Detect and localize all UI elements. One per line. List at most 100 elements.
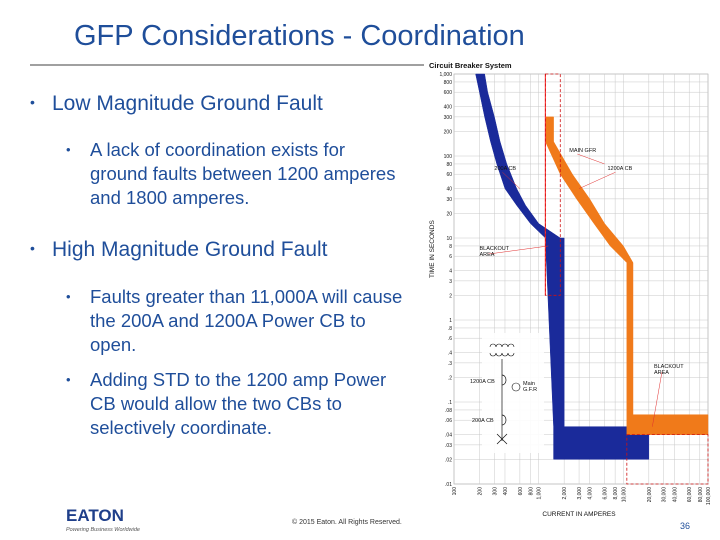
- sub-bullet-dot: •: [66, 142, 71, 157]
- page-title: GFP Considerations - Coordination: [74, 20, 525, 52]
- y-tick-label: 600: [444, 90, 453, 96]
- y-tick-label: .02: [445, 457, 452, 463]
- x-tick-label: 4,000: [588, 487, 594, 500]
- x-tick-label: 200: [477, 487, 483, 496]
- y-tick-label: 6: [449, 254, 452, 260]
- breaker-1200-symbol: [501, 374, 507, 386]
- diagram-label-1200a-cb: 1200A CB: [470, 379, 495, 385]
- annotation-leader: [652, 371, 663, 427]
- logo-tagline: Powering Business Worldwide: [66, 527, 140, 533]
- sub-bullet-coordination-gap: • A lack of coordination exists for grou…: [66, 138, 406, 210]
- y-tick-label: .03: [445, 443, 452, 449]
- bullet-dot: •: [30, 240, 35, 256]
- y-tick-label: 400: [444, 105, 453, 111]
- y-tick-label: .04: [445, 433, 452, 439]
- x-tick-label: 3,000: [577, 487, 583, 500]
- y-tick-label: 300: [444, 115, 453, 121]
- blackout-box: [544, 73, 561, 296]
- y-tick-label: 80: [446, 162, 452, 168]
- bullet-low-magnitude: • Low Magnitude Ground Fault: [30, 92, 323, 116]
- logo-wordmark: EATON: [66, 506, 124, 525]
- bullet-dot: •: [30, 94, 35, 110]
- y-tick-label: .3: [448, 361, 452, 367]
- x-tick-label: 80,000: [698, 487, 704, 503]
- sub-bullet-dot: •: [66, 372, 71, 387]
- x-tick-label: 60,000: [687, 487, 693, 503]
- title-divider: [30, 64, 430, 66]
- x-tick-labels: 100 200 300 400 600 800 1,000 2,000 3,000 4,000 6,…: [452, 487, 712, 505]
- y-tick-label: .6: [448, 336, 452, 342]
- y-tick-label: 10: [446, 236, 452, 242]
- y-tick-label: .8: [448, 326, 452, 332]
- page-number: 36: [680, 521, 691, 531]
- x-tick-label: 20,000: [647, 487, 653, 503]
- y-tick-label: 1: [449, 318, 452, 324]
- y-tick-label: .01: [445, 482, 452, 488]
- time-current-chart: Circuit Breaker System TIME IN SECONDS C…: [424, 58, 714, 518]
- series-band-200a-cb: [475, 73, 650, 460]
- fault-mark: [496, 433, 508, 445]
- y-tick-label: .06: [445, 418, 452, 424]
- annotation-label: BLACKOUT AREA: [654, 364, 684, 376]
- y-tick-label: 100: [444, 154, 453, 160]
- transformer-coil: [507, 352, 515, 357]
- x-tick-label: 2,000: [562, 487, 568, 500]
- x-tick-label: 100,000: [706, 487, 712, 505]
- diagram-label-200a-cb: 200A CB: [472, 418, 494, 424]
- copyright-text: © 2015 Eaton. All Rights Reserved.: [292, 519, 402, 526]
- chart-title: Circuit Breaker System: [429, 61, 512, 70]
- annotation-label: 200A CB: [494, 166, 516, 172]
- sub-bullet-faults-greater: • Faults greater than 11,000A will cause…: [66, 285, 406, 357]
- x-tick-label: 6,000: [603, 487, 609, 500]
- annotation: 200A CB: [494, 166, 521, 189]
- sub-bullet-text: Adding STD to the 1200 amp Power CB woul…: [90, 369, 387, 438]
- x-tick-label: 40,000: [672, 487, 678, 503]
- y-tick-labels: 1,000 800 600 400 300 200 100 80 60 40 30 20 10 8 6 4 3 2…: [439, 72, 452, 488]
- annotation-label: 1200A CB: [607, 166, 632, 172]
- blackout-regions: [544, 73, 709, 485]
- y-tick-label: 200: [444, 129, 453, 135]
- annotation-leader: [487, 245, 549, 255]
- y-tick-label: 800: [444, 80, 453, 86]
- annotation-leader: [502, 172, 521, 189]
- y-tick-label: 4: [449, 269, 452, 275]
- y-tick-label: 2: [449, 293, 452, 299]
- blackout-box: [626, 434, 709, 485]
- y-tick-label: 30: [446, 197, 452, 203]
- transformer-coil: [507, 343, 515, 348]
- sub-bullet-text: A lack of coordination exists for ground…: [90, 139, 396, 208]
- x-tick-label: 800: [528, 487, 534, 496]
- annotation-label: MAIN GFR: [569, 148, 596, 154]
- y-tick-label: 20: [446, 211, 452, 217]
- y-tick-label: 40: [446, 187, 452, 193]
- x-tick-label: 600: [518, 487, 524, 496]
- annotation-leader: [578, 171, 616, 189]
- diagram-label-main-gfr: Main G.F.R: [523, 381, 537, 393]
- y-tick-label: 8: [449, 244, 452, 250]
- annotations: MAIN GFR 200A CB 1200A CB BLACKOUT AREA BLACK…: [479, 148, 684, 427]
- sub-bullet-text: Faults greater than 11,000A will cause t…: [90, 286, 403, 355]
- bullet-text: High Magnitude Ground Fault: [52, 238, 328, 261]
- x-tick-label: 8,000: [613, 487, 619, 500]
- ground-sensor-symbol: [511, 382, 521, 392]
- x-tick-label: 30,000: [662, 487, 668, 503]
- y-tick-label: 60: [446, 172, 452, 178]
- x-tick-label: 300: [492, 487, 498, 496]
- sub-bullet-dot: •: [66, 289, 71, 304]
- annotation: BLACKOUT AREA: [652, 364, 684, 427]
- eaton-logo: EATON Powering Business Worldwide: [66, 506, 140, 533]
- annotation-leader: [577, 153, 605, 165]
- annotation: MAIN GFR: [569, 148, 605, 165]
- diagram-backdrop: [482, 333, 544, 453]
- one-line-diagram: 1200A CB 200A CB Main G.F.R: [470, 333, 544, 453]
- y-tick-label: 3: [449, 279, 452, 285]
- annotation: 1200A CB: [578, 166, 633, 189]
- bullet-high-magnitude: • High Magnitude Ground Fault: [30, 238, 328, 262]
- sub-bullet-adding-std: • Adding STD to the 1200 amp Power CB wo…: [66, 368, 406, 440]
- bullet-text: Low Magnitude Ground Fault: [52, 92, 323, 115]
- x-tick-label: 400: [503, 487, 509, 496]
- breaker-200-symbol: [501, 414, 507, 426]
- y-axis-label: TIME IN SECONDS: [429, 220, 436, 278]
- y-tick-label: .4: [448, 351, 452, 357]
- annotation: BLACKOUT AREA: [479, 245, 549, 258]
